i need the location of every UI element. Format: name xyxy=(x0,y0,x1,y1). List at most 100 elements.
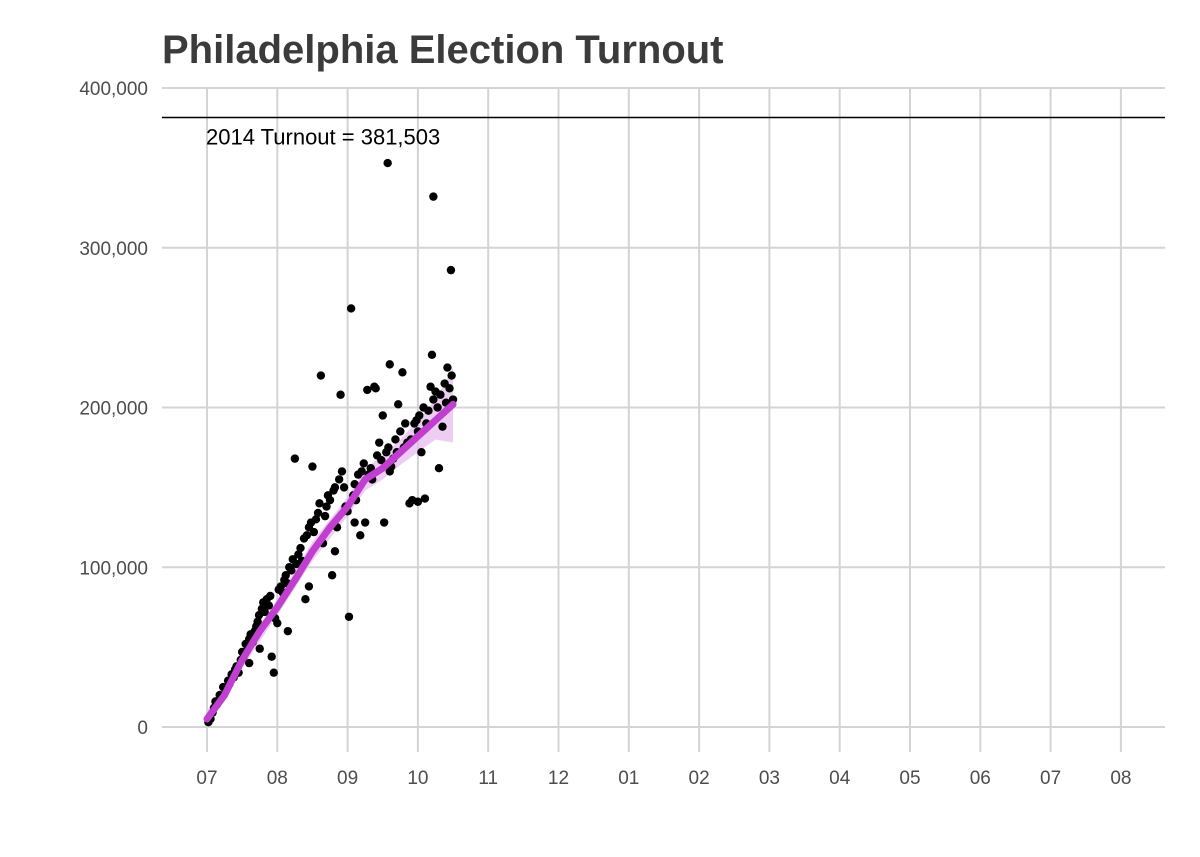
data-point xyxy=(260,607,269,617)
data-point xyxy=(334,475,344,484)
trend-line xyxy=(203,400,457,723)
data-point xyxy=(356,531,365,540)
data-point xyxy=(325,495,335,505)
x-tick-label: 07 xyxy=(1040,768,1061,789)
data-point xyxy=(281,571,290,580)
data-point xyxy=(363,385,372,395)
chart-title: Philadelphia Election Turnout xyxy=(162,28,724,72)
data-point xyxy=(311,515,321,524)
y-tick-label: 100,000 xyxy=(79,558,148,579)
data-point xyxy=(294,550,303,559)
x-tick-label: 08 xyxy=(1110,768,1131,789)
data-point xyxy=(396,427,405,436)
y-axis-tick-labels: 0 100,000 200,000 300,000 400,000 xyxy=(79,79,148,739)
data-point xyxy=(301,595,310,604)
data-point xyxy=(344,612,354,621)
data-point xyxy=(378,411,387,420)
data-point xyxy=(266,591,275,601)
data-point xyxy=(267,652,276,661)
x-tick-label: 02 xyxy=(689,768,710,789)
data-point xyxy=(394,400,403,409)
data-point xyxy=(327,571,337,580)
data-point xyxy=(398,368,407,377)
data-point xyxy=(359,459,368,468)
data-point xyxy=(283,626,293,636)
data-point xyxy=(336,390,345,399)
vertical-gridlines xyxy=(206,88,1122,752)
data-point xyxy=(429,192,438,201)
data-point xyxy=(253,617,262,626)
trend-line-path xyxy=(203,400,457,723)
data-point xyxy=(296,543,305,553)
data-point xyxy=(447,371,456,380)
data-point xyxy=(446,265,456,275)
data-point xyxy=(273,618,282,628)
x-tick-label: 06 xyxy=(970,768,991,789)
data-point xyxy=(313,508,323,518)
data-point xyxy=(339,483,349,492)
data-point xyxy=(357,467,366,476)
data-point xyxy=(436,390,445,399)
data-point xyxy=(346,304,356,313)
data-point xyxy=(383,158,392,168)
x-tick-label: 09 xyxy=(337,768,358,789)
data-point xyxy=(264,601,274,610)
horizontal-gridlines xyxy=(162,87,1165,728)
data-point xyxy=(244,658,254,668)
data-point xyxy=(309,527,319,537)
data-point xyxy=(330,483,340,492)
data-point xyxy=(443,363,452,372)
y-tick-label: 300,000 xyxy=(79,239,148,260)
data-point xyxy=(424,406,433,415)
data-point xyxy=(433,403,442,412)
data-point xyxy=(302,531,312,540)
x-tick-label: 01 xyxy=(618,768,639,789)
data-point xyxy=(385,467,394,476)
data-point xyxy=(415,411,424,420)
x-tick-label: 12 xyxy=(548,768,569,789)
x-axis-tick-labels: 07 08 09 10 11 12 01 02 03 04 05 06 07 08 xyxy=(196,768,1131,789)
data-point xyxy=(434,464,444,473)
data-point xyxy=(350,518,359,527)
data-point xyxy=(320,511,330,521)
data-point xyxy=(276,582,286,591)
data-point xyxy=(316,371,326,380)
data-point xyxy=(304,582,314,591)
data-point xyxy=(420,494,430,503)
data-point xyxy=(308,462,317,471)
data-point xyxy=(287,566,296,575)
reference-line-group: 2014 Turnout = 381,503 xyxy=(162,116,1165,150)
x-tick-label: 03 xyxy=(759,768,780,789)
data-point xyxy=(427,350,437,359)
data-point xyxy=(417,448,426,457)
data-point xyxy=(401,419,410,428)
data-point xyxy=(377,456,386,465)
data-point xyxy=(438,422,447,431)
data-point xyxy=(429,395,438,404)
data-point xyxy=(337,467,347,476)
y-tick-label: 0 xyxy=(137,718,148,739)
x-tick-label: 10 xyxy=(407,768,428,789)
x-tick-label: 05 xyxy=(899,768,920,789)
data-point xyxy=(322,502,331,511)
data-point xyxy=(290,454,300,463)
data-point xyxy=(330,547,340,556)
reference-label: 2014 Turnout = 381,503 xyxy=(206,125,440,150)
data-point xyxy=(371,384,380,393)
data-point xyxy=(413,497,423,506)
x-tick-label: 11 xyxy=(478,768,498,789)
data-point xyxy=(360,518,370,527)
y-tick-label: 200,000 xyxy=(79,399,148,420)
data-point xyxy=(255,644,264,653)
x-tick-label: 08 xyxy=(267,768,288,789)
data-point xyxy=(391,435,400,444)
data-point xyxy=(384,443,393,452)
data-point xyxy=(375,438,384,447)
data-point xyxy=(379,518,389,527)
data-point xyxy=(445,384,454,393)
data-point xyxy=(269,668,278,677)
x-tick-label: 04 xyxy=(829,768,851,789)
x-tick-label: 07 xyxy=(196,768,217,789)
y-tick-label: 400,000 xyxy=(79,79,148,100)
